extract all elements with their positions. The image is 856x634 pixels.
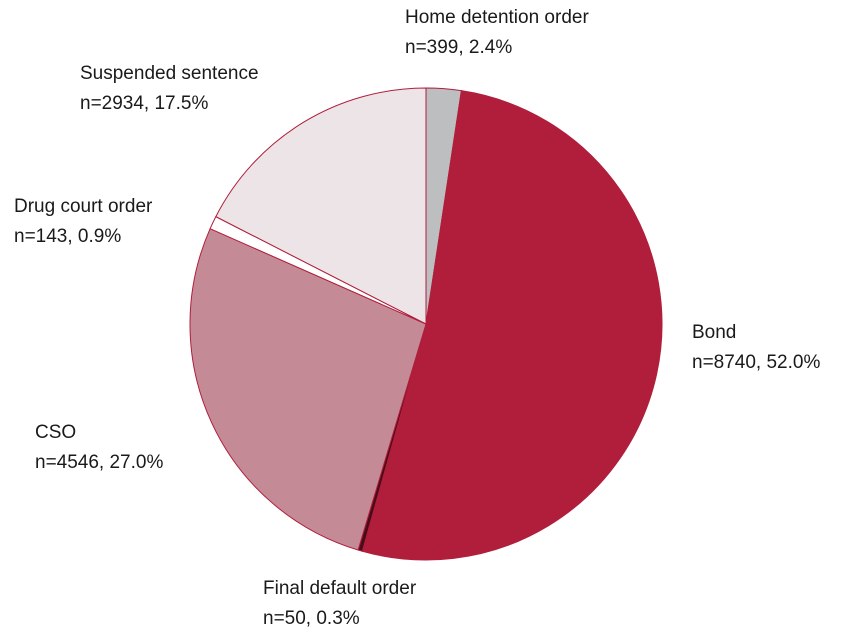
slice-label: Home detention order bbox=[405, 7, 589, 28]
slice-value-label: n=399, 2.4% bbox=[405, 37, 512, 58]
pie-slice bbox=[361, 90, 663, 561]
slice-value-label: n=2934, 17.5% bbox=[80, 93, 208, 114]
slice-label: CSO bbox=[35, 422, 76, 443]
slice-value-label: n=143, 0.9% bbox=[14, 226, 121, 247]
pie-slice bbox=[215, 87, 427, 325]
slice-label: Final default order bbox=[263, 578, 417, 599]
slice-label: Bond bbox=[692, 322, 736, 343]
slice-value-label: n=4546, 27.0% bbox=[35, 452, 163, 473]
slice-label: Suspended sentence bbox=[80, 63, 259, 84]
pie-slice bbox=[189, 228, 427, 551]
slice-label: Drug court order bbox=[14, 196, 153, 217]
slice-value-label: n=8740, 52.0% bbox=[692, 352, 820, 373]
slice-value-label: n=50, 0.3% bbox=[263, 608, 360, 629]
